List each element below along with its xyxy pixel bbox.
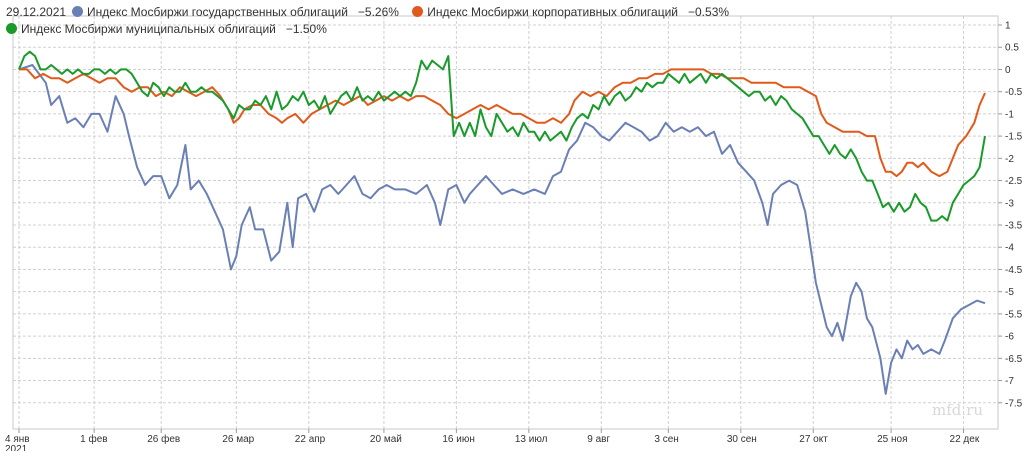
x-tick-label: 20 май (370, 434, 402, 445)
grid-lines (13, 16, 998, 429)
y-tick-label: -7.5 (1005, 398, 1023, 409)
legend-series-change: −1.50% (285, 22, 327, 36)
x-tick-label: 27 окт (799, 434, 828, 445)
x-tick-label: 22 дек (950, 434, 980, 445)
legend-series-change: −5.26% (357, 5, 399, 19)
y-tick-label: 0.5 (1005, 43, 1019, 54)
y-tick-label: -4 (1005, 243, 1014, 254)
series-line-1 (19, 68, 986, 178)
y-tick-label: -6 (1005, 332, 1014, 343)
x-tick-label: 22 апр (295, 434, 326, 445)
legend-entry-corp[interactable]: Индекс Мосбиржи корпоративных облигаций −… (412, 5, 739, 19)
legend-row: Индекс Мосбиржи государственных облигаци… (72, 5, 739, 19)
x-tick-label: 25 ноя (877, 434, 907, 445)
legend-entry-muni[interactable]: Индекс Мосбиржи муниципальных облигаций −… (6, 22, 337, 36)
x-tick-label: 9 авг (587, 434, 610, 445)
series-line-2 (18, 50, 986, 222)
legend-series-change: −0.53% (688, 5, 730, 19)
y-tick-label: -2 (1005, 154, 1014, 165)
y-tick-label: -6.5 (1005, 354, 1023, 365)
legend-dot-icon (6, 23, 17, 34)
series-line-0 (18, 64, 986, 395)
y-tick-label: -5 (1005, 287, 1014, 298)
x-tick-label: 30 сен (727, 434, 757, 445)
legend-row: Индекс Мосбиржи муниципальных облигаций −… (6, 22, 337, 36)
y-tick-label: -0.5 (1005, 87, 1023, 98)
legend-dot-icon (412, 6, 424, 17)
legend-series-name: Индекс Мосбиржи корпоративных облигаций (427, 5, 678, 19)
legend-series-name: Индекс Мосбиржи муниципальных облигаций (21, 22, 276, 36)
legend-dot-icon (72, 6, 83, 17)
x-tick-label: 16 июн (442, 434, 475, 445)
legend-entry-gov[interactable]: Индекс Мосбиржи государственных облигаци… (72, 5, 412, 19)
y-tick-label: -1.5 (1005, 132, 1023, 143)
series-layer (18, 50, 986, 395)
watermark: mfd.ru (932, 401, 983, 419)
y-tick-label: -7 (1005, 376, 1014, 387)
y-axis: 1 0.5 0 -0.5 -1 -1.5 -2 -2.5 -3 -3.5 -4 -4.5 -5 -5.5 -… (998, 21, 1023, 409)
x-tick-label: 26 фев (147, 433, 180, 445)
x-tick-label: 26 мар (222, 434, 254, 445)
legend-series-name: Индекс Мосбиржи государственных облигаци… (87, 5, 348, 19)
x-tick-label: 3 сен (654, 434, 678, 445)
y-tick-label: -2.5 (1005, 176, 1023, 187)
plot-frame (12, 15, 999, 430)
y-tick-label: 0 (1005, 65, 1011, 76)
x-tick-year: 2021 (5, 444, 28, 451)
x-tick-label: 13 июл (515, 434, 548, 445)
y-tick-label: -1 (1005, 109, 1014, 120)
y-tick-label: -3.5 (1005, 221, 1023, 232)
x-tick-label: 4 янв (5, 434, 30, 445)
y-tick-label: 1 (1005, 21, 1011, 32)
x-tick-label: 1 фев (80, 433, 107, 445)
chart-date: 29.12.2021 (6, 5, 67, 19)
y-tick-label: -5.5 (1005, 309, 1023, 320)
y-tick-label: -3 (1005, 198, 1014, 209)
y-tick-label: -4.5 (1005, 265, 1023, 276)
